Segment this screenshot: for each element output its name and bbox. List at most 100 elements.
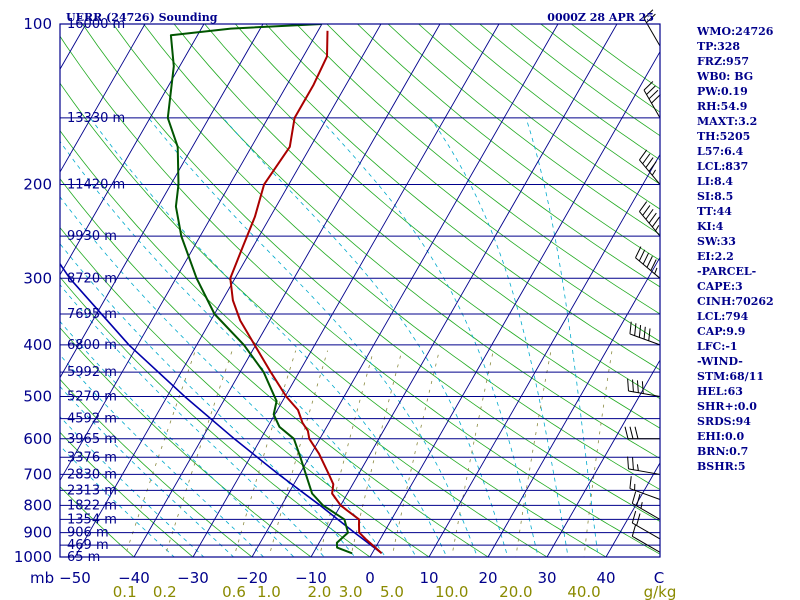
moist-adiabat (60, 196, 386, 557)
wind-barb (629, 476, 661, 500)
wind-barb (643, 9, 661, 47)
height-label: 11420 m (67, 177, 125, 192)
mixing-ratio-tick-label: 10.0 (435, 583, 468, 600)
dry-adiabat (235, 24, 660, 371)
mixing-ratio-line (451, 350, 494, 557)
wind-barb-feather (642, 205, 651, 216)
pressure-label: 300 (23, 269, 52, 287)
height-label: 13330 m (67, 111, 125, 126)
wind-barb (629, 321, 661, 346)
sounding-index-item: LCL:794 (697, 310, 749, 323)
wind-barb-staff (628, 468, 661, 475)
sounding-index-item: CINH:70262 (697, 295, 774, 308)
moist-adiabat (222, 117, 509, 557)
mixing-ratio-tick-label: 1.0 (257, 583, 281, 600)
wind-barbs (624, 9, 661, 553)
moist-adiabat (318, 117, 539, 557)
dry-adiabat (326, 24, 660, 288)
pressure-label: 600 (23, 430, 52, 448)
height-label: 2313 m (67, 483, 117, 498)
pressure-label: 900 (23, 524, 52, 542)
wind-barb (639, 149, 661, 185)
isotherm (192, 24, 500, 557)
wind-barb-half-feather (640, 502, 643, 509)
wind-barb-feather (643, 9, 654, 19)
mixing-ratio-line (515, 350, 552, 557)
wind-barb-feather (651, 94, 661, 104)
pressure-label: 200 (23, 175, 52, 193)
wind-barb-feather (627, 378, 629, 392)
wind-barb-feather (632, 379, 634, 392)
axis-unit-label: mb (30, 569, 54, 587)
dry-adiabat (204, 24, 660, 400)
dry-adiabat (60, 327, 312, 557)
mixing-ratio-line (164, 350, 233, 557)
temperature-tick-label: 30 (537, 569, 556, 587)
dry-adiabat (60, 431, 194, 557)
height-label: 2830 m (67, 467, 117, 482)
wind-barb-feather (631, 491, 637, 504)
wind-barb-feather (636, 513, 641, 526)
wind-barb-feather (645, 208, 654, 220)
mixing-ratio-tick-label: 0.6 (222, 583, 246, 600)
sounding-time: 0000Z 28 APR 25 (547, 11, 654, 24)
wind-barb-staff (643, 18, 661, 47)
wind-barb-feather (648, 161, 657, 172)
sounding-index-item: FRZ:957 (697, 55, 750, 68)
temperature-tick-label: 10 (419, 569, 438, 587)
temperature-tick-label: −50 (59, 569, 91, 587)
mixing-ratio-tick-label: 2.0 (307, 583, 331, 600)
isotherm (133, 24, 441, 557)
isotherm (60, 24, 323, 482)
station-title: UERR (24726) Sounding (66, 11, 218, 24)
isotherm (74, 24, 382, 557)
moist-adiabat (525, 117, 599, 557)
height-label: 469 m (67, 538, 109, 553)
dry-adiabat (60, 227, 430, 557)
wind-barb-feather (646, 85, 656, 95)
wind-barb-feather (648, 212, 657, 224)
wind-barb-feather (629, 476, 632, 489)
dry-adiabat (296, 24, 660, 315)
wind-barb-staff (629, 488, 661, 500)
wind-barb (627, 378, 661, 398)
temperature-tick-label: 20 (478, 569, 497, 587)
wind-barb-feather (634, 426, 639, 439)
wind-barb-staff (632, 502, 661, 520)
wind-barb-feather (635, 246, 642, 258)
moist-adiabat (89, 117, 448, 557)
sounding-index-item: HEL:63 (697, 385, 743, 398)
wind-barb (639, 201, 661, 237)
dry-adiabat (60, 276, 371, 557)
sounding-index-item: STM:68/11 (697, 370, 764, 383)
wind-barb (627, 456, 661, 475)
sounding-index-item: WMO:24726 (697, 25, 774, 38)
wind-barb-staff (643, 89, 661, 119)
height-label: 906 m (67, 526, 109, 541)
wind-barb-feather (632, 457, 634, 470)
wind-barb-feather (636, 493, 641, 507)
sounding-indices: WMO:24726 TP:328 FRZ:957 WB0: BG PW:0.19 RH:5… (697, 24, 774, 474)
sounding-index-item: LCL:837 (697, 160, 749, 173)
sounding-index-item: LFC:-1 (697, 340, 738, 353)
height-label: 9930 m (67, 229, 117, 244)
temperature-tick-label: 0 (365, 569, 375, 587)
wind-barb (631, 510, 661, 540)
wind-barb (631, 524, 661, 553)
sounding-index-item: EI:2.2 (697, 250, 734, 263)
isotherm (60, 24, 205, 276)
temperature-tick-label: −10 (295, 569, 327, 587)
wind-barb-feather (643, 81, 654, 91)
isotherm (487, 256, 660, 557)
sounding-index-item: SRDS:94 (697, 415, 751, 428)
sounding-index-item: RH:54.9 (697, 100, 748, 113)
height-label: 4592 m (67, 412, 117, 427)
mixing-ratio-tick-label: 0.1 (113, 583, 137, 600)
isotherm (60, 24, 264, 379)
dry-adiabat (265, 24, 660, 342)
chart-profiles (60, 24, 383, 555)
height-label: 65 m (67, 550, 100, 565)
isotherm (310, 24, 618, 557)
sounding-index-item: MAXT:3.2 (697, 115, 758, 128)
wind-barb-feather (646, 256, 653, 268)
